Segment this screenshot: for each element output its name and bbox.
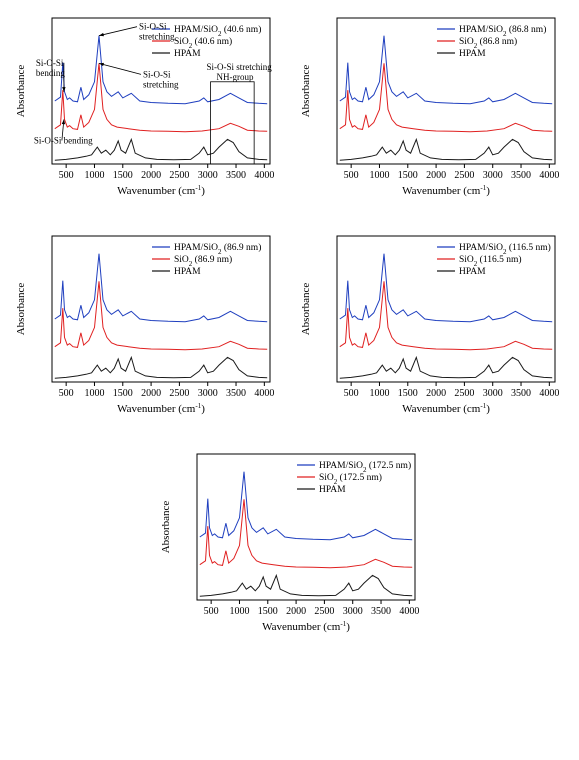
xtick-label: 500: [343, 388, 358, 399]
spectrum-hpam: [339, 139, 551, 160]
xtick-label: 3000: [198, 388, 218, 399]
xtick-label: 500: [59, 388, 74, 399]
xtick-label: 3000: [198, 170, 218, 181]
spectrum-chart: 500 1000 1500 2000 2500 3000 3500 4000 Wavenumbe…: [10, 10, 280, 200]
spectrum-hpam-sio2: [339, 36, 551, 104]
xtick-label: 3500: [371, 606, 391, 617]
legend-label: SiO2 (86.8 nm): [459, 36, 517, 50]
xtick-label: 1500: [397, 388, 417, 399]
spectrum-hpam: [199, 575, 411, 596]
xtick-label: 3500: [226, 170, 246, 181]
legend-label: HPAM/SiO2 (40.6 nm): [174, 24, 261, 38]
legend-label: HPAM/SiO2 (116.5 nm): [459, 242, 551, 256]
xtick-label: 4000: [254, 170, 274, 181]
y-axis-label: Absorbance: [300, 65, 312, 118]
xtick-label: 2500: [169, 388, 189, 399]
legend-label: SiO2 (172.5 nm): [319, 472, 382, 486]
x-axis-label: Wavenumber (cm-1): [117, 184, 205, 197]
xtick-label: 2000: [286, 606, 306, 617]
spectrum-sio2: [199, 499, 411, 567]
annotation-text: stretching: [139, 32, 175, 42]
panel-2: 500 1000 1500 2000 2500 3000 3500 4000 Wavenumbe…: [295, 10, 570, 200]
xtick-label: 500: [59, 170, 74, 181]
legend-label: SiO2 (86.9 nm): [174, 254, 232, 268]
annotation-text: NH-group: [217, 72, 254, 82]
xtick-label: 2000: [141, 170, 161, 181]
xtick-label: 2000: [426, 388, 446, 399]
xtick-label: 4000: [539, 388, 559, 399]
xtick-label: 2500: [169, 170, 189, 181]
xtick-label: 4000: [399, 606, 419, 617]
legend-label: HPAM/SiO2 (86.9 nm): [174, 242, 261, 256]
legend-label: HPAM: [459, 49, 486, 59]
xtick-label: 1500: [257, 606, 277, 617]
annotation-text: Si-O-Si: [36, 58, 64, 68]
legend-label: HPAM: [319, 485, 346, 495]
spectrum-chart: 500 1000 1500 2000 2500 3000 3500 4000 Wavenumbe…: [155, 446, 425, 636]
x-axis-label: Wavenumber (cm-1): [262, 620, 350, 633]
spectrum-chart: 500 1000 1500 2000 2500 3000 3500 4000 Wavenumbe…: [295, 228, 565, 418]
xtick-label: 1000: [369, 388, 389, 399]
legend-label: HPAM: [174, 49, 201, 59]
panel-4: 500 1000 1500 2000 2500 3000 3500 4000 Wavenumbe…: [295, 228, 570, 418]
xtick-label: 1500: [397, 170, 417, 181]
spectrum-hpam: [339, 357, 551, 378]
y-axis-label: Absorbance: [15, 283, 27, 336]
annotation-text: Si-O-Si: [143, 69, 171, 79]
legend-label: HPAM/SiO2 (86.8 nm): [459, 24, 546, 38]
legend-label: HPAM: [174, 267, 201, 277]
xtick-label: 2500: [454, 170, 474, 181]
spectrum-sio2: [339, 281, 551, 349]
xtick-label: 1000: [84, 388, 104, 399]
y-axis-label: Absorbance: [300, 283, 312, 336]
xtick-label: 4000: [539, 170, 559, 181]
xtick-label: 2500: [454, 388, 474, 399]
xtick-label: 3000: [482, 388, 502, 399]
chart-grid: 500 1000 1500 2000 2500 3000 3500 4000 Wavenumbe…: [10, 10, 569, 636]
panel-5: 500 1000 1500 2000 2500 3000 3500 4000 Wavenumbe…: [10, 446, 569, 636]
spectrum-sio2: [339, 63, 551, 131]
legend-label: SiO2 (40.6 nm): [174, 36, 232, 50]
xtick-label: 1000: [84, 170, 104, 181]
xtick-label: 500: [343, 170, 358, 181]
legend-label: HPAM: [459, 267, 486, 277]
xtick-label: 2500: [314, 606, 334, 617]
spectrum-chart: 500 1000 1500 2000 2500 3000 3500 4000 Wavenumbe…: [10, 228, 280, 418]
xtick-label: 3000: [342, 606, 362, 617]
xtick-label: 1000: [229, 606, 249, 617]
legend-label: SiO2 (116.5 nm): [459, 254, 522, 268]
spectrum-chart: 500 1000 1500 2000 2500 3000 3500 4000 Wavenumbe…: [295, 10, 565, 200]
xtick-label: 2000: [141, 388, 161, 399]
legend-label: HPAM/SiO2 (172.5 nm): [319, 460, 411, 474]
xtick-label: 4000: [254, 388, 274, 399]
spectrum-sio2: [55, 281, 267, 349]
xtick-label: 2000: [426, 170, 446, 181]
annotation-text: stretching: [143, 79, 179, 89]
xtick-label: 1500: [113, 170, 133, 181]
xtick-label: 3500: [226, 388, 246, 399]
xtick-label: 3500: [511, 388, 531, 399]
annotation-text: Si-O-Si: [139, 22, 167, 32]
xtick-label: 3500: [511, 170, 531, 181]
panel-1: 500 1000 1500 2000 2500 3000 3500 4000 Wavenumbe…: [10, 10, 285, 200]
panel-3: 500 1000 1500 2000 2500 3000 3500 4000 Wavenumbe…: [10, 228, 285, 418]
xtick-label: 1000: [369, 170, 389, 181]
y-axis-label: Absorbance: [15, 65, 27, 118]
x-axis-label: Wavenumber (cm-1): [402, 402, 490, 415]
x-axis-label: Wavenumber (cm-1): [402, 184, 490, 197]
spectrum-hpam-sio2: [55, 254, 267, 322]
xtick-label: 1500: [113, 388, 133, 399]
annotation-text: bending: [36, 68, 65, 78]
y-axis-label: Absorbance: [160, 501, 172, 554]
x-axis-label: Wavenumber (cm-1): [117, 402, 205, 415]
xtick-label: 3000: [482, 170, 502, 181]
annotation-text: Si-O-Si bending: [34, 135, 93, 145]
annotation-text: Si-O-Si stretching: [207, 62, 273, 72]
xtick-label: 500: [203, 606, 218, 617]
spectrum-hpam: [55, 357, 267, 378]
